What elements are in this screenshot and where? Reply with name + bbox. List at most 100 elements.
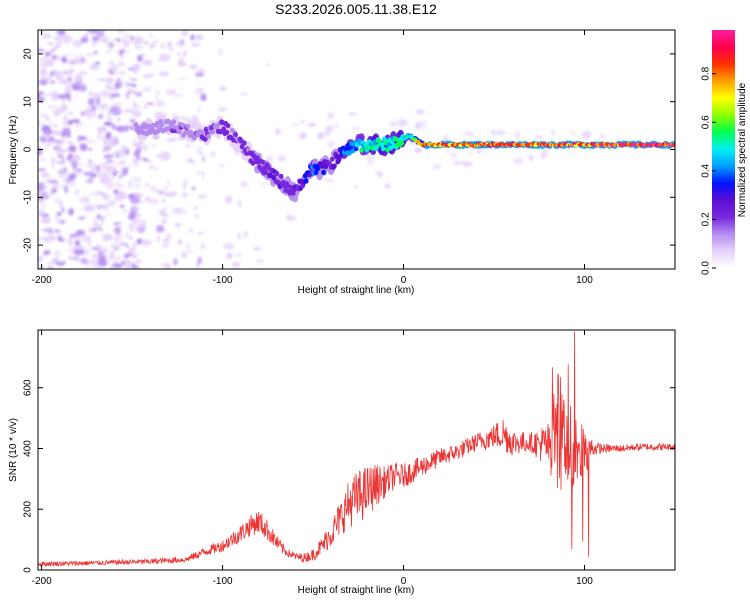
noise-blob — [190, 116, 200, 120]
noise-blob — [175, 99, 181, 103]
noise-blob — [178, 58, 185, 66]
noise-blob — [588, 159, 597, 167]
noise-blob — [122, 236, 127, 245]
noise-blob — [46, 45, 55, 51]
noise-blob — [116, 145, 123, 149]
noise-blob — [175, 36, 180, 42]
noise-blob — [334, 124, 340, 128]
noise-blob — [124, 48, 131, 54]
colorbar-tick-label: 0.2 — [701, 212, 712, 226]
noise-blob — [237, 188, 247, 195]
noise-blob — [107, 206, 113, 212]
noise-blob — [265, 63, 271, 66]
noise-blob — [215, 156, 222, 164]
noise-blob — [509, 128, 517, 134]
colorbar-label: Normalized spectral amplitude — [737, 82, 748, 217]
noise-blob — [174, 222, 182, 228]
noise-blob — [65, 40, 70, 44]
noise-blob — [400, 169, 410, 176]
noise-blob — [121, 259, 132, 267]
noise-blob — [87, 30, 98, 34]
noise-blob — [384, 183, 391, 189]
noise-blob — [61, 157, 65, 165]
noise-blob — [231, 261, 241, 268]
figure-title: S233.2026.005.11.38.E12 — [275, 1, 437, 17]
noise-blob — [148, 154, 154, 161]
noise-blob — [118, 178, 123, 185]
noise-blob — [194, 72, 205, 77]
noise-blob — [133, 193, 143, 198]
noise-blob — [173, 258, 178, 266]
noise-blob — [63, 114, 68, 123]
noise-blob — [193, 156, 202, 164]
noise-blob — [93, 40, 97, 46]
noise-blob — [155, 224, 165, 233]
noise-blob — [571, 131, 575, 137]
noise-blob — [186, 100, 192, 107]
noise-blob — [102, 62, 110, 68]
noise-blob — [63, 185, 69, 194]
noise-blob — [320, 132, 332, 137]
noise-blob — [140, 212, 144, 217]
noise-blob — [75, 144, 81, 152]
noise-blob — [173, 94, 185, 98]
noise-blob — [52, 83, 59, 89]
noise-blob — [123, 40, 130, 48]
noise-blob — [98, 126, 103, 135]
ridge-point — [206, 133, 211, 139]
noise-blob — [242, 65, 249, 74]
noise-blob — [513, 157, 524, 165]
noise-blob — [135, 37, 142, 44]
spectrogram-y-label: Frequency (Hz) — [8, 116, 19, 185]
noise-blob — [63, 34, 72, 38]
y-tick-label: 0 — [23, 567, 34, 573]
noise-blob — [171, 139, 180, 148]
noise-blob — [74, 114, 84, 119]
noise-blob — [148, 198, 159, 204]
noise-blob — [219, 211, 230, 220]
noise-blob — [55, 126, 64, 131]
noise-blob — [237, 199, 242, 208]
noise-blob — [38, 215, 44, 219]
noise-blob — [178, 77, 186, 80]
noise-blob — [78, 203, 85, 209]
noise-blob — [41, 148, 50, 155]
noise-blob — [201, 170, 205, 179]
noise-blob — [131, 180, 138, 187]
noise-blob — [147, 105, 152, 110]
noise-blob — [219, 163, 225, 168]
noise-blob — [80, 45, 85, 52]
noise-blob — [103, 121, 113, 127]
noise-blob — [121, 260, 125, 265]
noise-blob — [98, 265, 103, 269]
noise-blob — [219, 86, 228, 91]
noise-blob — [153, 166, 160, 170]
ridge-point — [202, 136, 208, 142]
noise-blob — [290, 153, 295, 162]
noise-blob — [117, 137, 125, 142]
noise-blob — [224, 195, 233, 204]
ridge-point — [336, 157, 342, 163]
noise-blob — [105, 182, 115, 189]
noise-blob — [38, 141, 44, 149]
noise-blob — [433, 163, 441, 170]
noise-blob — [109, 244, 118, 249]
noise-blob — [177, 238, 183, 245]
noise-blob — [88, 159, 92, 164]
noise-blob — [310, 126, 319, 135]
noise-blob — [38, 168, 47, 171]
noise-blob — [75, 213, 84, 218]
noise-blob — [245, 257, 253, 265]
noise-blob — [196, 68, 206, 73]
noise-blob — [56, 247, 66, 251]
noise-blob — [198, 209, 205, 215]
noise-blob — [83, 46, 93, 54]
noise-blob — [75, 189, 79, 196]
noise-blob — [39, 57, 49, 64]
noise-blob — [125, 80, 129, 88]
noise-blob — [57, 151, 65, 155]
y-tick-label: 10 — [23, 96, 34, 108]
noise-blob — [84, 112, 88, 121]
noise-blob — [98, 67, 109, 70]
